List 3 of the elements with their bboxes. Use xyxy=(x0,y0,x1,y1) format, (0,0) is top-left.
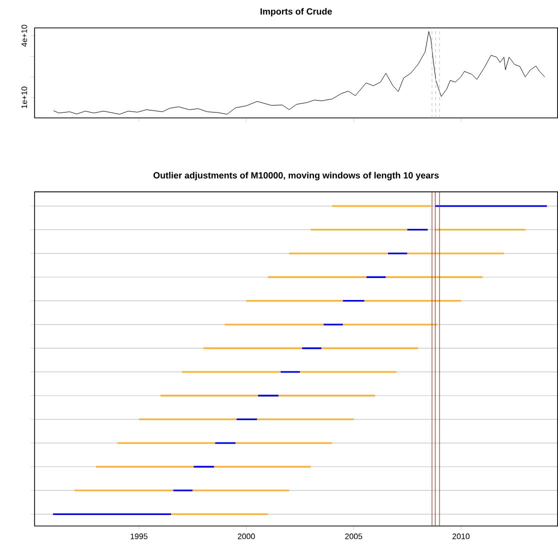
chart-title: Imports of Crude xyxy=(260,8,332,16)
chart-title: Outlier adjustments of M10000, moving windows of length 10 years xyxy=(153,172,439,180)
line-series xyxy=(53,31,545,114)
